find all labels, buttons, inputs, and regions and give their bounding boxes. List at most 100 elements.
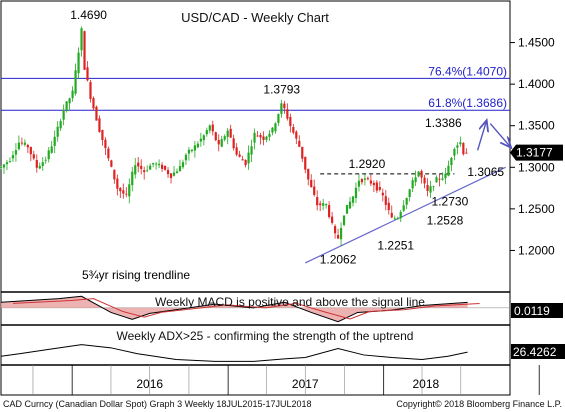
adx-line bbox=[0, 344, 468, 362]
candle-body bbox=[429, 186, 432, 193]
candle-body bbox=[2, 164, 6, 168]
y-tick-label: 1.3500 bbox=[518, 119, 555, 133]
candle-body bbox=[396, 218, 399, 220]
candle-body bbox=[405, 198, 408, 205]
annotation-label: 1.2730 bbox=[432, 195, 469, 209]
macd-value-tag bbox=[511, 303, 563, 318]
candle-body bbox=[363, 178, 367, 180]
candle-body bbox=[381, 192, 384, 196]
candle-body bbox=[369, 180, 372, 184]
candle-body bbox=[92, 98, 95, 109]
footer-source: CAD Curncy (Canadian Dollar Spot) Graph … bbox=[3, 399, 312, 409]
last-price-tag: 1.3177 bbox=[510, 144, 563, 161]
y-axis: 1.4500 1.4000 1.3500 1.3000 1.2500 1.2000 bbox=[510, 36, 555, 257]
candle-body bbox=[375, 182, 378, 191]
candle-body bbox=[196, 143, 199, 148]
candle-body bbox=[11, 155, 15, 159]
candle-body bbox=[295, 131, 298, 139]
candle-body bbox=[190, 149, 194, 152]
candle-body bbox=[107, 148, 110, 159]
candle-body bbox=[14, 150, 18, 155]
candle-body bbox=[339, 227, 343, 240]
annotation-label: 1.2528 bbox=[427, 214, 464, 228]
candle-body bbox=[98, 118, 101, 132]
candle-body bbox=[143, 170, 146, 173]
candle-body bbox=[453, 148, 456, 156]
adx-value-tag bbox=[511, 344, 565, 359]
candle-body bbox=[235, 147, 238, 155]
candle-body bbox=[208, 125, 211, 131]
candle-body bbox=[68, 98, 71, 104]
candle-body bbox=[411, 180, 414, 189]
candle-body bbox=[80, 28, 83, 51]
candle-body bbox=[131, 171, 134, 186]
candle-body bbox=[125, 193, 128, 195]
candle-body bbox=[408, 189, 411, 197]
candle-body bbox=[157, 163, 161, 166]
candle-body bbox=[184, 154, 188, 161]
candle-body bbox=[155, 163, 158, 165]
candle-body bbox=[65, 101, 68, 110]
candle-body bbox=[459, 142, 462, 145]
fib-label: 76.4%(1.4070) bbox=[428, 64, 507, 78]
candle-body bbox=[420, 170, 423, 178]
annotation-label: 1.2251 bbox=[377, 239, 414, 253]
candle-body bbox=[366, 178, 369, 180]
candle-body bbox=[348, 201, 352, 209]
candlesticks bbox=[0, 26, 468, 246]
candle-body bbox=[274, 123, 277, 132]
candle-body bbox=[372, 182, 375, 186]
macd-panel bbox=[0, 295, 510, 323]
candle-body bbox=[438, 178, 441, 180]
macd-value: 0.0119 bbox=[514, 304, 550, 318]
candle-body bbox=[193, 145, 196, 151]
candle-body bbox=[169, 173, 173, 178]
macd-signal-line bbox=[12, 298, 480, 320]
candle-body bbox=[301, 146, 304, 159]
candle-body bbox=[214, 132, 217, 141]
candle-body bbox=[229, 128, 232, 138]
candle-body bbox=[441, 178, 444, 180]
candle-body bbox=[74, 70, 77, 94]
footer-copyright: Copyright© 2018 Bloomberg Finance L.P. bbox=[396, 399, 562, 409]
candle-body bbox=[232, 138, 235, 149]
projection-arrows bbox=[476, 122, 511, 151]
candle-body bbox=[262, 136, 265, 140]
candle-body bbox=[146, 170, 149, 172]
candle-body bbox=[38, 165, 41, 169]
candle-body bbox=[259, 134, 262, 138]
x-gridlines bbox=[32, 365, 540, 395]
candle-body bbox=[319, 203, 322, 206]
candle-body bbox=[313, 186, 316, 195]
candle-body bbox=[316, 197, 319, 206]
candle-body bbox=[378, 186, 381, 190]
candle-body bbox=[253, 132, 256, 143]
x-tick-label: 2018 bbox=[413, 377, 440, 391]
candle-body bbox=[435, 177, 438, 183]
candle-body bbox=[345, 204, 349, 214]
candle-body bbox=[292, 127, 295, 133]
candle-body bbox=[53, 136, 56, 146]
candle-body bbox=[450, 157, 453, 166]
candle-body bbox=[181, 162, 185, 168]
candle-body bbox=[399, 211, 402, 219]
candle-body bbox=[357, 180, 361, 187]
macd-title: Weekly MACD is positive and above the si… bbox=[155, 295, 425, 309]
candle-body bbox=[41, 162, 44, 167]
fibonacci-levels: 76.4%(1.4070) 61.8%(1.3686) bbox=[1, 64, 510, 111]
candle-body bbox=[86, 67, 89, 81]
candle-body bbox=[110, 160, 113, 167]
candle-body bbox=[414, 177, 417, 183]
candle-body bbox=[307, 168, 310, 180]
candle-body bbox=[256, 135, 259, 137]
candle-body bbox=[199, 138, 202, 142]
candle-body bbox=[465, 152, 468, 154]
candle-body bbox=[77, 52, 80, 74]
candle-body bbox=[217, 139, 220, 145]
y-tick-label: 1.2000 bbox=[518, 243, 555, 257]
candle-body bbox=[304, 156, 307, 170]
candle-body bbox=[149, 165, 152, 170]
projection-arrow-up bbox=[476, 122, 487, 151]
candle-body bbox=[360, 179, 364, 183]
